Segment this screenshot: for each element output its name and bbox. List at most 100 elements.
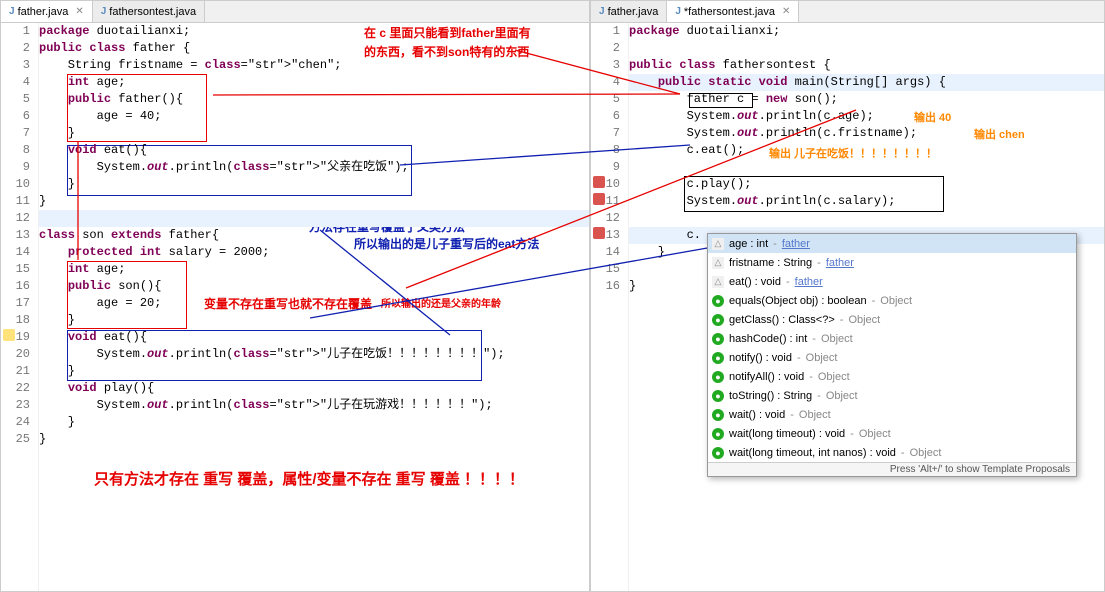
ac-source: Object <box>880 295 912 307</box>
code-line[interactable]: void eat(){ <box>39 329 589 346</box>
code-line[interactable]: System.out.println(c.age); <box>629 108 1104 125</box>
code-line[interactable]: String fristname = class="str">"chen"; <box>39 57 589 74</box>
right-tabs: J father.java J *fathersontest.java ✕ <box>591 1 1104 23</box>
ac-label: eat() : void <box>729 276 781 288</box>
code-line[interactable]: } <box>39 312 589 329</box>
ac-label: equals(Object obj) : boolean <box>729 295 867 307</box>
left-code[interactable]: 在 c 里面只能看到father里面有 的东西，看不到son特有的东西 方法存在… <box>39 23 589 591</box>
tab-father-java[interactable]: J father.java ✕ <box>1 1 93 22</box>
code-line[interactable]: age = 20; <box>39 295 589 312</box>
autocomplete-item[interactable]: ●wait() : void - Object <box>708 405 1076 424</box>
code-line[interactable]: package duotailianxi; <box>39 23 589 40</box>
tab-father-java-right[interactable]: J father.java <box>591 1 667 22</box>
right-code[interactable]: 输出 40 输出 chen 输出 儿子在吃饭！！！！！！！！ △age : in… <box>629 23 1104 591</box>
code-line[interactable] <box>629 210 1104 227</box>
ac-source: Object <box>859 428 891 440</box>
ac-label: notifyAll() : void <box>729 371 804 383</box>
ac-label: wait() : void <box>729 409 785 421</box>
method-icon: ● <box>712 371 724 383</box>
code-line[interactable]: System.out.println(c.fristname); <box>629 125 1104 142</box>
ac-source: Object <box>826 390 858 402</box>
autocomplete-item[interactable]: ●hashCode() : int - Object <box>708 329 1076 348</box>
method-icon: ● <box>712 409 724 421</box>
ac-source: father <box>826 257 854 269</box>
code-line[interactable]: } <box>39 176 589 193</box>
ac-label: fristname : String <box>729 257 812 269</box>
code-line[interactable]: int age; <box>39 261 589 278</box>
tab-fathersontest-java-right[interactable]: J *fathersontest.java ✕ <box>667 1 799 22</box>
java-icon: J <box>675 6 681 17</box>
tab-label: fathersontest.java <box>109 6 196 18</box>
ac-label: notify() : void <box>729 352 792 364</box>
autocomplete-item[interactable]: ●wait(long timeout, int nanos) : void - … <box>708 443 1076 462</box>
field-icon: △ <box>712 257 724 269</box>
ac-source: father <box>782 238 810 250</box>
code-line[interactable]: System.out.println(class="str">"儿子在玩游戏！！… <box>39 397 589 414</box>
tab-label: father.java <box>608 6 659 18</box>
method-icon: ● <box>712 390 724 402</box>
code-line[interactable]: public static void main(String[] args) { <box>629 74 1104 91</box>
close-icon[interactable]: ✕ <box>75 6 83 17</box>
ac-label: toString() : String <box>729 390 812 402</box>
code-line[interactable]: public father(){ <box>39 91 589 108</box>
code-line[interactable]: } <box>39 431 589 448</box>
autocomplete-item[interactable]: △age : int - father <box>708 234 1076 253</box>
code-line[interactable]: void eat(){ <box>39 142 589 159</box>
code-line[interactable]: System.out.println(class="str">"父亲在吃饭"); <box>39 159 589 176</box>
method-icon: ● <box>712 447 724 459</box>
tab-fathersontest-java[interactable]: J fathersontest.java <box>93 1 205 22</box>
autocomplete-item[interactable]: ●equals(Object obj) : boolean - Object <box>708 291 1076 310</box>
code-line[interactable]: package duotailianxi; <box>629 23 1104 40</box>
code-line[interactable]: public class fathersontest { <box>629 57 1104 74</box>
field-icon: △ <box>712 238 724 250</box>
code-line[interactable] <box>629 159 1104 176</box>
autocomplete-hint: Press 'Alt+/' to show Template Proposals <box>708 462 1076 476</box>
method-icon: ● <box>712 295 724 307</box>
code-line[interactable]: c.eat(); <box>629 142 1104 159</box>
autocomplete-popup[interactable]: △age : int - father△fristname : String -… <box>707 233 1077 477</box>
left-gutter: 1234567891011121314151617181920212223242… <box>1 23 39 591</box>
code-line[interactable]: System.out.println(class="str">"儿子在吃饭！！！… <box>39 346 589 363</box>
annot-summary: 只有方法才存在 重写 覆盖，属性/变量不存在 重写 覆盖 ！！！！ <box>94 468 524 489</box>
code-line[interactable] <box>629 40 1104 57</box>
code-line[interactable]: int age; <box>39 74 589 91</box>
ac-source: father <box>795 276 823 288</box>
ac-source: Object <box>910 447 942 459</box>
code-line[interactable]: c.play(); <box>629 176 1104 193</box>
left-editor[interactable]: 1234567891011121314151617181920212223242… <box>1 23 589 591</box>
right-gutter: 12345678910111213141516 <box>591 23 629 591</box>
code-line[interactable]: void play(){ <box>39 380 589 397</box>
ac-label: age : int <box>729 238 768 250</box>
ac-label: hashCode() : int <box>729 333 807 345</box>
autocomplete-item[interactable]: ●toString() : String - Object <box>708 386 1076 405</box>
code-line[interactable] <box>39 210 589 227</box>
code-line[interactable]: public class father { <box>39 40 589 57</box>
ac-source: Object <box>848 314 880 326</box>
code-line[interactable]: } <box>39 193 589 210</box>
code-line[interactable]: public son(){ <box>39 278 589 295</box>
autocomplete-item[interactable]: ●notify() : void - Object <box>708 348 1076 367</box>
left-tabs: J father.java ✕ J fathersontest.java <box>1 1 589 23</box>
autocomplete-item[interactable]: ●wait(long timeout) : void - Object <box>708 424 1076 443</box>
close-icon[interactable]: ✕ <box>782 6 790 17</box>
autocomplete-item[interactable]: ●notifyAll() : void - Object <box>708 367 1076 386</box>
ac-label: wait(long timeout, int nanos) : void <box>729 447 896 459</box>
autocomplete-item[interactable]: ●getClass() : Class<?> - Object <box>708 310 1076 329</box>
code-line[interactable]: age = 40; <box>39 108 589 125</box>
code-line[interactable]: protected int salary = 2000; <box>39 244 589 261</box>
right-editor-pane: J father.java J *fathersontest.java ✕ 12… <box>590 0 1105 592</box>
code-line[interactable]: class son extends father{ <box>39 227 589 244</box>
method-icon: ● <box>712 352 724 364</box>
code-line[interactable]: father c = new son(); <box>629 91 1104 108</box>
code-line[interactable]: } <box>39 414 589 431</box>
autocomplete-item[interactable]: △fristname : String - father <box>708 253 1076 272</box>
code-line[interactable]: } <box>39 363 589 380</box>
java-icon: J <box>599 6 605 17</box>
code-line[interactable]: } <box>39 125 589 142</box>
method-icon: ● <box>712 314 724 326</box>
ac-label: getClass() : Class<?> <box>729 314 835 326</box>
right-editor[interactable]: 12345678910111213141516 输出 40 输出 chen 输出… <box>591 23 1104 591</box>
autocomplete-item[interactable]: △eat() : void - father <box>708 272 1076 291</box>
method-icon: ● <box>712 428 724 440</box>
code-line[interactable]: System.out.println(c.salary); <box>629 193 1104 210</box>
